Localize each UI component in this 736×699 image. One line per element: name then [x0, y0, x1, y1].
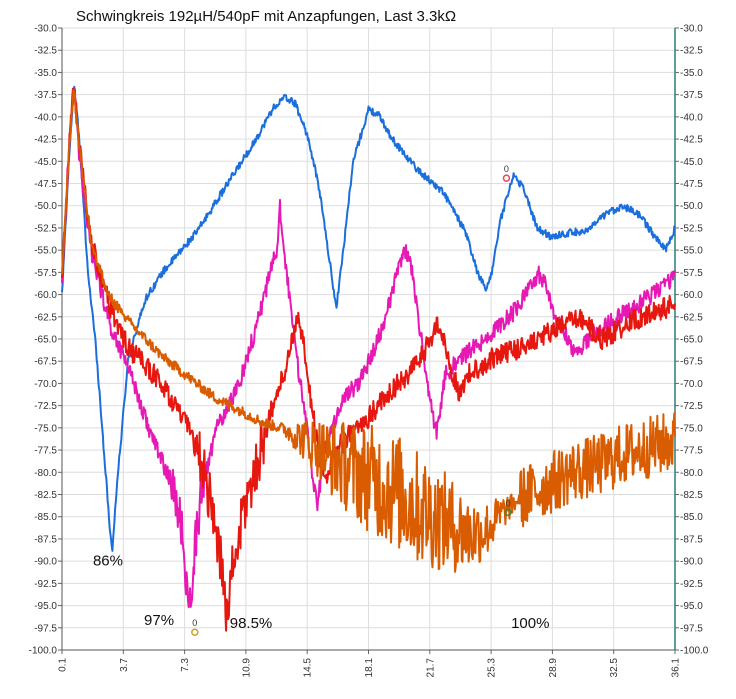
y-tick-label-left: -62.5 [34, 312, 57, 323]
x-tick-label: 36.1 [671, 658, 682, 678]
marker-label: 0 [506, 498, 511, 508]
y-tick-label-right: -50.0 [680, 201, 703, 212]
y-tick-label-left: -82.5 [34, 490, 57, 501]
y-tick-label-left: -70.0 [34, 379, 57, 390]
x-tick-label: 10.9 [241, 658, 252, 678]
y-tick-label-right: -57.5 [680, 268, 703, 279]
x-tick-label: 25.3 [487, 658, 498, 678]
y-tick-label-right: -80.0 [680, 468, 703, 479]
x-tick-label: 18.1 [364, 658, 375, 678]
y-tick-label-left: -77.5 [34, 446, 57, 457]
axes [58, 27, 679, 654]
y-tick-label-left: -95.0 [34, 601, 57, 612]
y-tick-label-right: -37.5 [680, 90, 703, 101]
y-tick-label-left: -42.5 [34, 135, 57, 146]
y-tick-label-left: -47.5 [34, 179, 57, 190]
y-tick-label-left: -35.0 [34, 68, 57, 79]
y-tick-label-right: -77.5 [680, 446, 703, 457]
y-tick-label-left: -30.0 [34, 24, 57, 35]
marker-label: 0 [504, 164, 509, 174]
y-tick-label-right: -90.0 [680, 557, 703, 568]
y-tick-label-left: -80.0 [34, 468, 57, 479]
annotation-label: 100% [511, 615, 549, 632]
series-line-2 [61, 94, 676, 609]
series-line-1 [61, 85, 676, 552]
tick-labels: -30.0 -30.0 -32.5 -32.5 -35.0 -35.0 -37.5 -37.5… [29, 24, 709, 678]
y-tick-label-right: -47.5 [680, 179, 703, 190]
y-tick-label-right: -42.5 [680, 135, 703, 146]
y-tick-label-right: -97.5 [680, 623, 703, 634]
series-line-3 [61, 87, 676, 632]
y-tick-label-left: -50.0 [34, 201, 57, 212]
marker-label: 0 [192, 618, 197, 628]
y-tick-label-right: -35.0 [680, 68, 703, 79]
y-tick-label-left: -52.5 [34, 223, 57, 234]
y-tick-label-left: -67.5 [34, 357, 57, 368]
y-tick-label-right: -82.5 [680, 490, 703, 501]
y-tick-label-left: -57.5 [34, 268, 57, 279]
y-tick-label-right: -32.5 [680, 46, 703, 57]
x-tick-label: 7.3 [180, 658, 191, 672]
marker-point [502, 174, 511, 182]
marker-point [191, 628, 199, 636]
y-tick-label-right: -40.0 [680, 112, 703, 123]
x-tick-label: 32.5 [609, 658, 620, 678]
plot-area [61, 85, 676, 632]
y-tick-label-right: -70.0 [680, 379, 703, 390]
y-tick-label-left: -87.5 [34, 534, 57, 545]
series-line-4 [61, 89, 676, 573]
annotation-label: 97% [144, 612, 174, 629]
y-tick-label-left: -60.0 [34, 290, 57, 301]
y-tick-label-left: -92.5 [34, 579, 57, 590]
y-tick-label-right: -60.0 [680, 290, 703, 301]
y-tick-label-right: -92.5 [680, 579, 703, 590]
annotations: 86% 97% 98.5% 100% [93, 553, 549, 632]
y-tick-label-left: -100.0 [29, 646, 58, 657]
y-tick-label-right: -95.0 [680, 601, 703, 612]
y-tick-label-left: -32.5 [34, 46, 57, 57]
chart-title: Schwingkreis 192µH/540pF mit Anzapfungen… [76, 8, 456, 25]
y-tick-label-right: -55.0 [680, 246, 703, 257]
y-tick-label-right: -87.5 [680, 534, 703, 545]
markers: 0 0 0 [191, 164, 512, 636]
y-tick-label-right: -30.0 [680, 24, 703, 35]
y-tick-label-left: -55.0 [34, 246, 57, 257]
y-tick-label-right: -65.0 [680, 335, 703, 346]
x-tick-label: 21.7 [425, 658, 436, 678]
y-tick-label-right: -85.0 [680, 512, 703, 523]
y-tick-label-left: -75.0 [34, 423, 57, 434]
y-tick-label-left: -37.5 [34, 90, 57, 101]
y-tick-label-left: -65.0 [34, 335, 57, 346]
y-tick-label-right: -75.0 [680, 423, 703, 434]
y-tick-label-right: -62.5 [680, 312, 703, 323]
y-tick-label-left: -85.0 [34, 512, 57, 523]
y-tick-label-right: -45.0 [680, 157, 703, 168]
x-tick-label: 28.9 [548, 658, 559, 678]
y-tick-label-right: -72.5 [680, 401, 703, 412]
y-tick-label-left: -45.0 [34, 157, 57, 168]
y-tick-label-left: -72.5 [34, 401, 57, 412]
x-tick-label: 3.7 [119, 658, 130, 672]
y-tick-label-left: -40.0 [34, 112, 57, 123]
x-tick-label: 14.5 [303, 658, 314, 678]
y-tick-label-right: -100.0 [680, 646, 709, 657]
marker-point [504, 508, 512, 517]
x-tick-label: 0.1 [58, 658, 69, 672]
y-tick-label-left: -97.5 [34, 623, 57, 634]
annotation-label: 98.5% [230, 615, 273, 632]
annotation-label: 86% [93, 553, 123, 570]
y-tick-label-left: -90.0 [34, 557, 57, 568]
y-tick-label-right: -67.5 [680, 357, 703, 368]
y-tick-label-right: -52.5 [680, 223, 703, 234]
